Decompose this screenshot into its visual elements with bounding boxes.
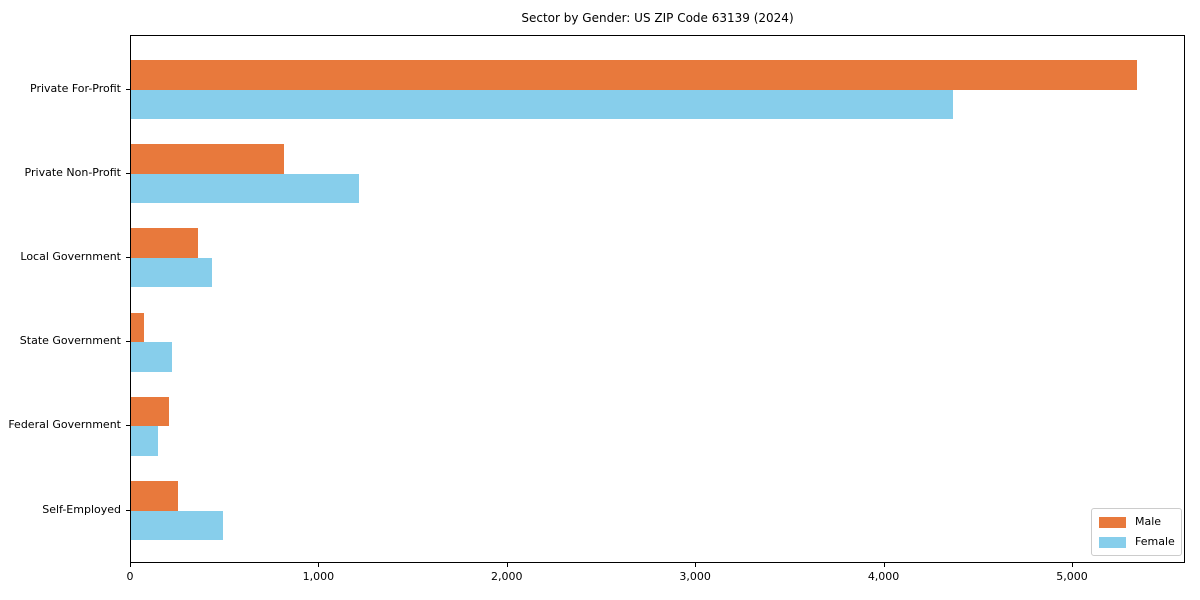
bar-male-private-for-profit [131,60,1138,90]
y-tick [126,172,130,174]
y-axis-label-self-employed: Self-Employed [42,502,121,516]
legend: Male Female [1091,508,1182,556]
legend-item-female: Female [1099,535,1175,548]
legend-swatch-male-icon [1099,516,1126,528]
bar-female-private-non-profit [131,173,359,204]
plot-area [130,35,1185,563]
bar-female-private-for-profit [131,89,954,119]
y-tick [126,509,130,511]
bar-female-state-government [131,342,172,372]
y-axis-label-federal-government: Federal Government [8,418,121,432]
bar-female-self-employed [131,510,224,540]
y-tick [126,256,130,258]
x-tick-label-3000: 3,000 [679,570,711,583]
x-tick-label-5000: 5,000 [1056,570,1088,583]
x-tick [130,563,131,567]
y-tick [126,88,130,90]
x-tick-label-4000: 4,000 [867,570,900,583]
y-axis-label-private-for-profit: Private For-Profit [30,81,121,95]
x-tick [506,563,508,567]
bar-male-local-government [131,228,198,258]
y-tick [126,341,130,343]
bar-male-self-employed [131,481,179,511]
chart-title: Sector by Gender: US ZIP Code 63139 (202… [521,11,794,25]
y-axis-label-local-government: Local Government [20,249,121,263]
legend-label-male: Male [1135,515,1162,528]
x-tick-label-2000: 2,000 [491,570,523,583]
bar-female-federal-government [131,426,159,456]
x-tick-label-0: 0 [126,570,134,583]
x-tick-label-1000: 1,000 [302,570,335,583]
legend-label-female: Female [1135,535,1175,548]
bar-male-federal-government [131,396,169,427]
legend-item-male: Male [1099,516,1173,528]
y-axis-label-state-government: State Government [19,334,121,348]
y-tick [126,425,130,427]
legend-swatch-female-icon [1099,536,1126,548]
x-tick [1071,563,1073,567]
y-axis-label-private-non-profit: Private Non-Profit [24,165,121,179]
bar-female-local-government [131,257,212,288]
bar-male-state-government [131,312,145,343]
x-tick [695,563,697,567]
x-tick [883,563,885,567]
bar-male-private-non-profit [131,144,284,174]
x-tick [318,563,320,567]
